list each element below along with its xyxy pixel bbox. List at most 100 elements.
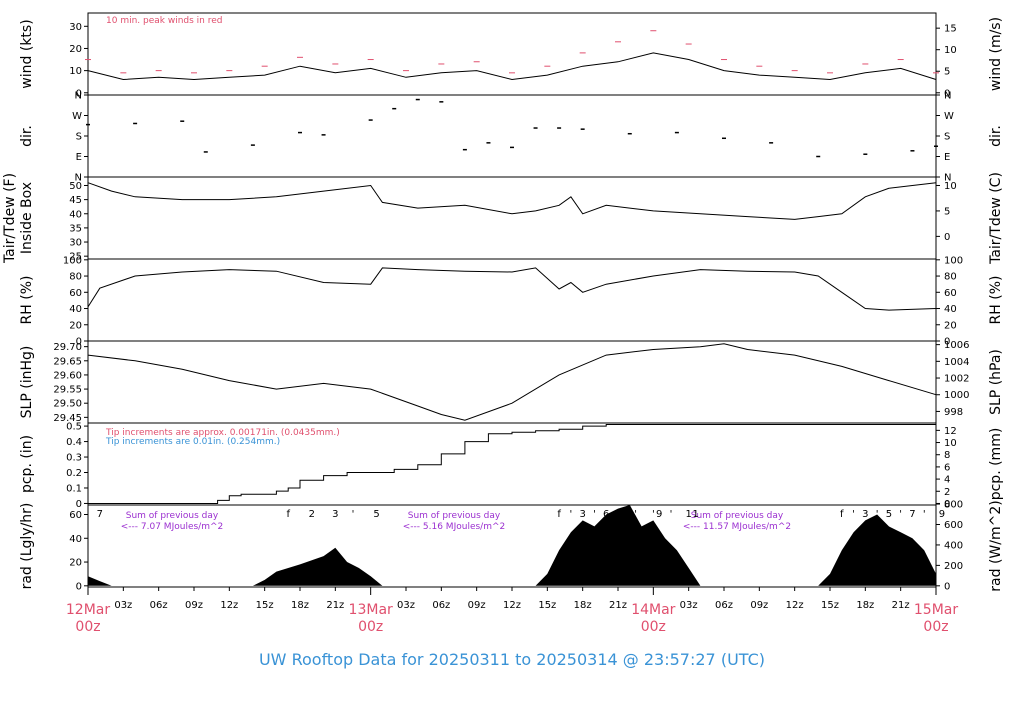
right-tick-label: 12 — [944, 426, 957, 437]
left-tick-label: 35 — [69, 223, 82, 234]
temp-left-label: Tair/Tdew (F) — [2, 173, 18, 264]
slp-panel-frame — [87, 340, 937, 424]
wind-note: 10 min. peak winds in red — [106, 16, 223, 26]
left-tick-label: 29.65 — [53, 356, 82, 367]
slp-left-label: SLP (inHg) — [19, 346, 35, 419]
left-tick-label: 29.55 — [53, 385, 82, 396]
rad-left-label: rad (Lgly/hr) — [19, 503, 35, 590]
rad-hour-mark: ' — [899, 509, 902, 520]
hour-tick-label: 21z — [892, 600, 910, 611]
left-tick-label: 29.45 — [53, 413, 82, 424]
right-tick-label: S — [944, 132, 950, 143]
hour-tick-label: 06z — [432, 600, 450, 611]
right-tick-label: 1006 — [944, 340, 969, 351]
right-tick-label: 10 — [944, 181, 957, 192]
pcp-note-2: Tip increments are 0.01in. (0.254mm.) — [105, 437, 280, 447]
rad-hour-mark: 1 — [693, 509, 699, 520]
wind-left-label: wind (kts) — [19, 19, 35, 88]
pcp-left-label: pcp. (in) — [19, 435, 35, 493]
left-tick-label: 40 — [69, 209, 82, 220]
hour-tick-label: 12z — [503, 600, 521, 611]
rad-day-note-2-line2: <--- 5.16 MJoules/m^2 — [403, 522, 505, 532]
left-tick-label: 0 — [76, 337, 82, 348]
right-tick-label: W — [944, 111, 954, 122]
hour-tick-label: 03z — [114, 600, 132, 611]
pcp-note-1: Tip increments are approx. 0.00171in. (0… — [105, 428, 340, 438]
right-tick-label: 40 — [944, 304, 957, 315]
hour-tick-label: 06z — [715, 600, 733, 611]
right-tick-label: 4 — [944, 475, 950, 486]
hour-tick-label: 15z — [256, 600, 274, 611]
rh-panel-frame — [87, 258, 937, 342]
radiation-area — [88, 505, 936, 586]
right-tick-label: 6 — [944, 462, 950, 473]
date-tick-label: 13Mar — [349, 602, 393, 618]
right-tick-label: 5 — [944, 206, 950, 217]
rad-hour-mark: ' — [634, 509, 637, 520]
date-hour-label: 00z — [358, 619, 383, 635]
right-tick-label: 100 — [944, 255, 963, 266]
hour-tick-label: 21z — [609, 600, 627, 611]
hour-tick-label: 09z — [750, 600, 768, 611]
temp-line — [87, 182, 937, 220]
right-tick-label: 0 — [944, 88, 950, 99]
hour-tick-label: 12z — [220, 600, 238, 611]
left-tick-label: 0 — [76, 581, 82, 592]
left-tick-label: 0.3 — [66, 453, 82, 464]
right-tick-label: 80 — [944, 272, 957, 283]
rad-hour-mark: 3 — [579, 509, 585, 520]
hour-tick-label: 09z — [468, 600, 486, 611]
right-tick-label: 800 — [944, 500, 963, 511]
right-tick-label: 0 — [944, 232, 950, 243]
left-tick-label: 0.5 — [66, 422, 82, 433]
right-tick-label: 1000 — [944, 390, 969, 401]
rad-day-note-3-line2: <--- 11.57 MJoules/m^2 — [683, 522, 791, 532]
rad-day-note-3-line1: Sum of previous day — [691, 511, 784, 521]
left-tick-label: E — [76, 152, 82, 163]
right-tick-label: 5 — [944, 67, 950, 78]
rad-hour-mark: f — [286, 509, 290, 520]
left-tick-label: S — [76, 132, 82, 143]
date-tick-label: 14Mar — [631, 602, 675, 618]
left-tick-label: 50 — [69, 181, 82, 192]
right-tick-label: 60 — [944, 288, 957, 299]
rad-hour-mark: 1 — [685, 509, 691, 520]
left-tick-label: 0.4 — [66, 437, 82, 448]
left-tick-label: 100 — [63, 255, 82, 266]
date-tick-label: 12Mar — [66, 602, 110, 618]
rad-right-label: rad (W/m^2) — [988, 500, 1004, 591]
right-tick-label: 0 — [944, 499, 950, 510]
left-tick-label: 40 — [69, 304, 82, 315]
right-tick-label: 2 — [944, 487, 950, 498]
temp-right-label: Tair/Tdew (C) — [988, 172, 1004, 265]
rad-hour-mark: 3 — [862, 509, 868, 520]
left-tick-label: N — [75, 91, 82, 102]
rad-hour-mark: f — [840, 509, 844, 520]
right-tick-label: 998 — [944, 407, 963, 418]
hour-tick-label: 15z — [538, 600, 556, 611]
left-tick-label: 29.70 — [53, 342, 82, 353]
right-tick-label: 1004 — [944, 357, 969, 368]
slp-line — [87, 343, 937, 421]
rad-hour-mark: ' — [923, 509, 926, 520]
rad-hour-mark: ' — [852, 509, 855, 520]
hour-tick-label: 03z — [680, 600, 698, 611]
rad-hour-mark: 6 — [603, 509, 609, 520]
hour-tick-label: 21z — [326, 600, 344, 611]
right-tick-label: 400 — [944, 540, 963, 551]
hour-tick-label: 06z — [150, 600, 168, 611]
rad-hour-mark: ' — [570, 509, 573, 520]
left-tick-label: 0 — [76, 88, 82, 99]
rad-hour-mark: 5 — [373, 509, 379, 520]
right-tick-label: 1002 — [944, 374, 969, 385]
left-tick-label: 80 — [69, 272, 82, 283]
wind-right-label: wind (m/s) — [988, 17, 1004, 91]
rad-hour-mark: ' — [876, 509, 879, 520]
rad-hour-mark: 3 — [332, 509, 338, 520]
right-tick-label: N — [944, 91, 951, 102]
right-tick-label: 0 — [944, 337, 950, 348]
rad-hour-mark: ' — [652, 509, 655, 520]
precip-line — [88, 424, 936, 504]
